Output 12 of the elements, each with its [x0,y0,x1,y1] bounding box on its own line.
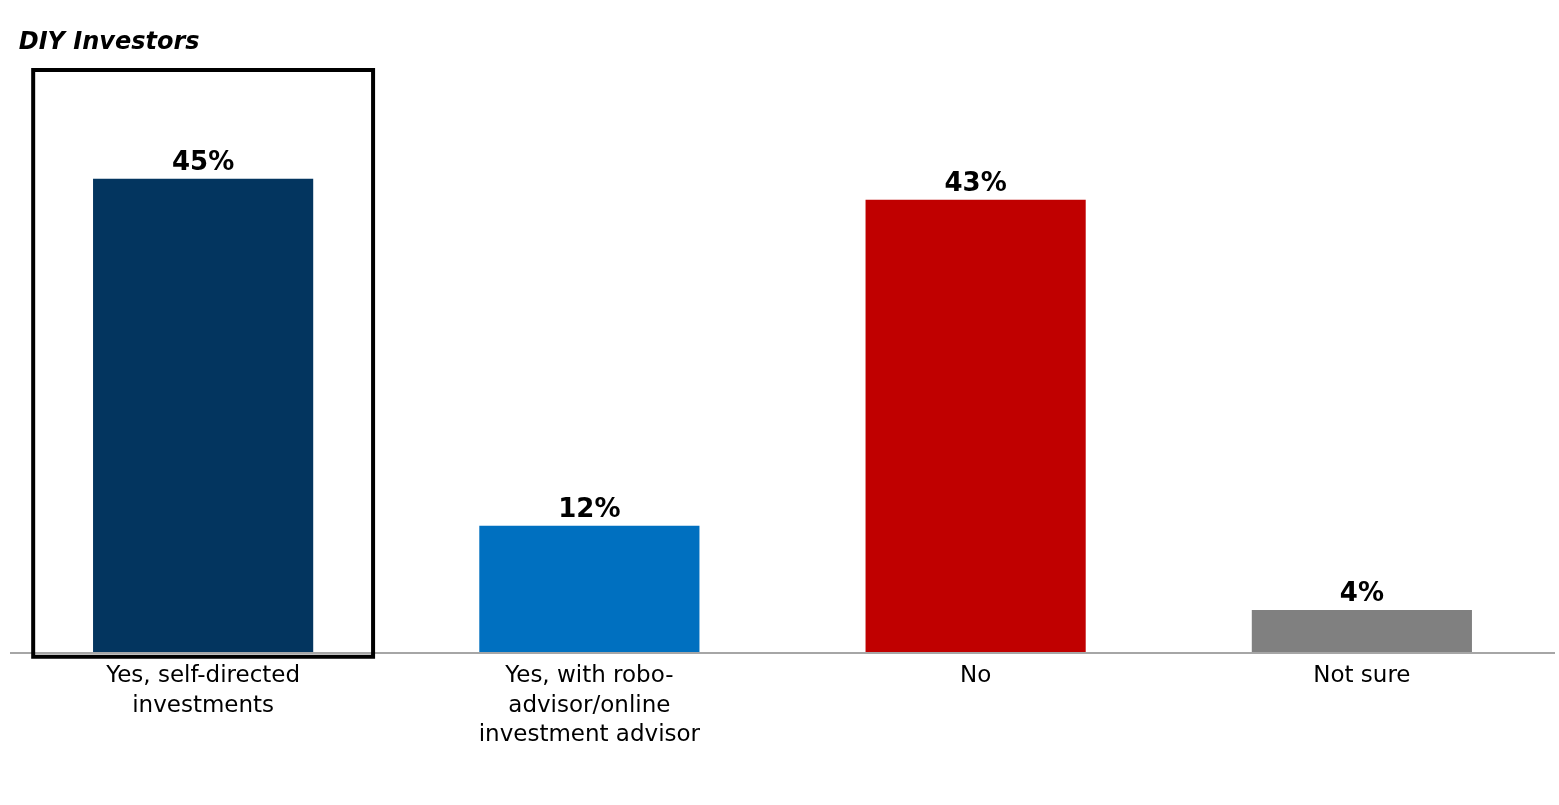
bar [1251,609,1472,652]
data-label: 4% [1339,576,1384,607]
x-tick-label: Yes, with robo-advisor/online investment advisor [478,660,701,747]
data-label: 43% [944,166,1007,197]
x-tick-label: Yes, self-directed investments [105,660,301,717]
bar [865,199,1086,652]
data-label: 12% [558,492,621,523]
bar [479,525,700,652]
data-label: 45% [172,145,235,176]
chart-title: DIY Investors [18,27,200,55]
x-tick-label: Not sure [1313,660,1411,687]
x-tick-label: No [959,660,992,687]
